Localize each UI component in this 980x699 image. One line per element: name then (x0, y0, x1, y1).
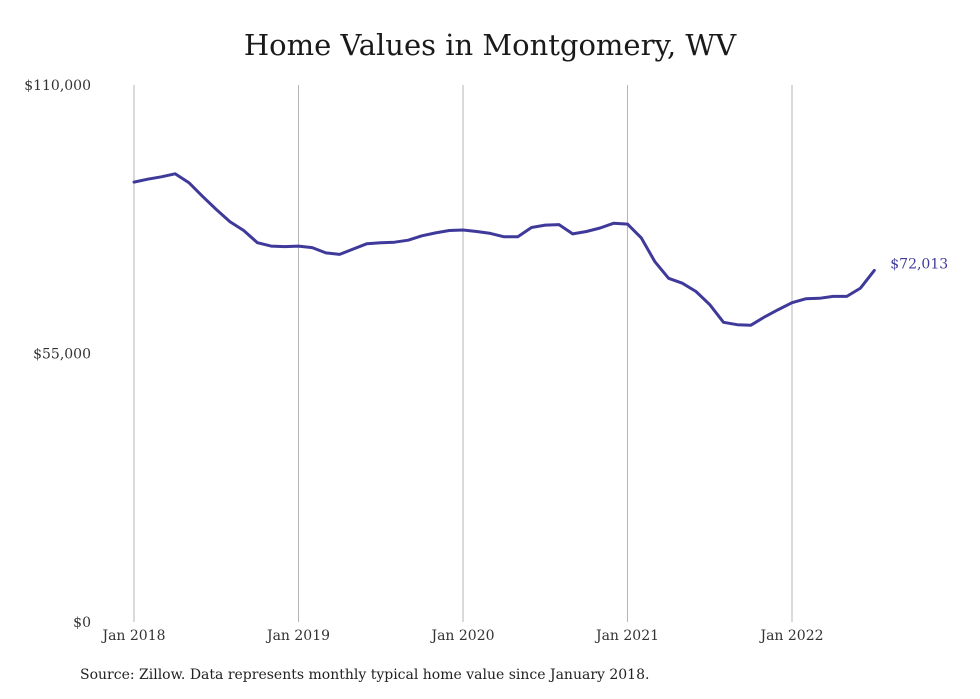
y-tick-label: $0 (73, 615, 91, 631)
chart-title: Home Values in Montgomery, WV (243, 28, 737, 62)
x-tick-label: Jan 2021 (594, 628, 659, 644)
series-line (132, 172, 876, 327)
series-layer: $72,013 (132, 172, 948, 327)
gridlines (133, 85, 793, 622)
x-tick-label: Jan 2018 (100, 628, 165, 644)
y-tick-label: $55,000 (33, 347, 91, 363)
series-end-label: $72,013 (890, 256, 948, 272)
x-tick-label: Jan 2019 (265, 628, 330, 644)
x-tick-label: Jan 2020 (429, 628, 494, 644)
y-axis-ticks: $0 $55,000 $110,000 (24, 78, 91, 631)
x-tick-label: Jan 2022 (758, 628, 823, 644)
source-note: Source: Zillow. Data represents monthly … (80, 667, 650, 683)
x-axis-ticks: Jan 2018 Jan 2019 Jan 2020 Jan 2021 Jan 2022 (100, 628, 823, 644)
y-tick-label: $110,000 (24, 78, 91, 94)
